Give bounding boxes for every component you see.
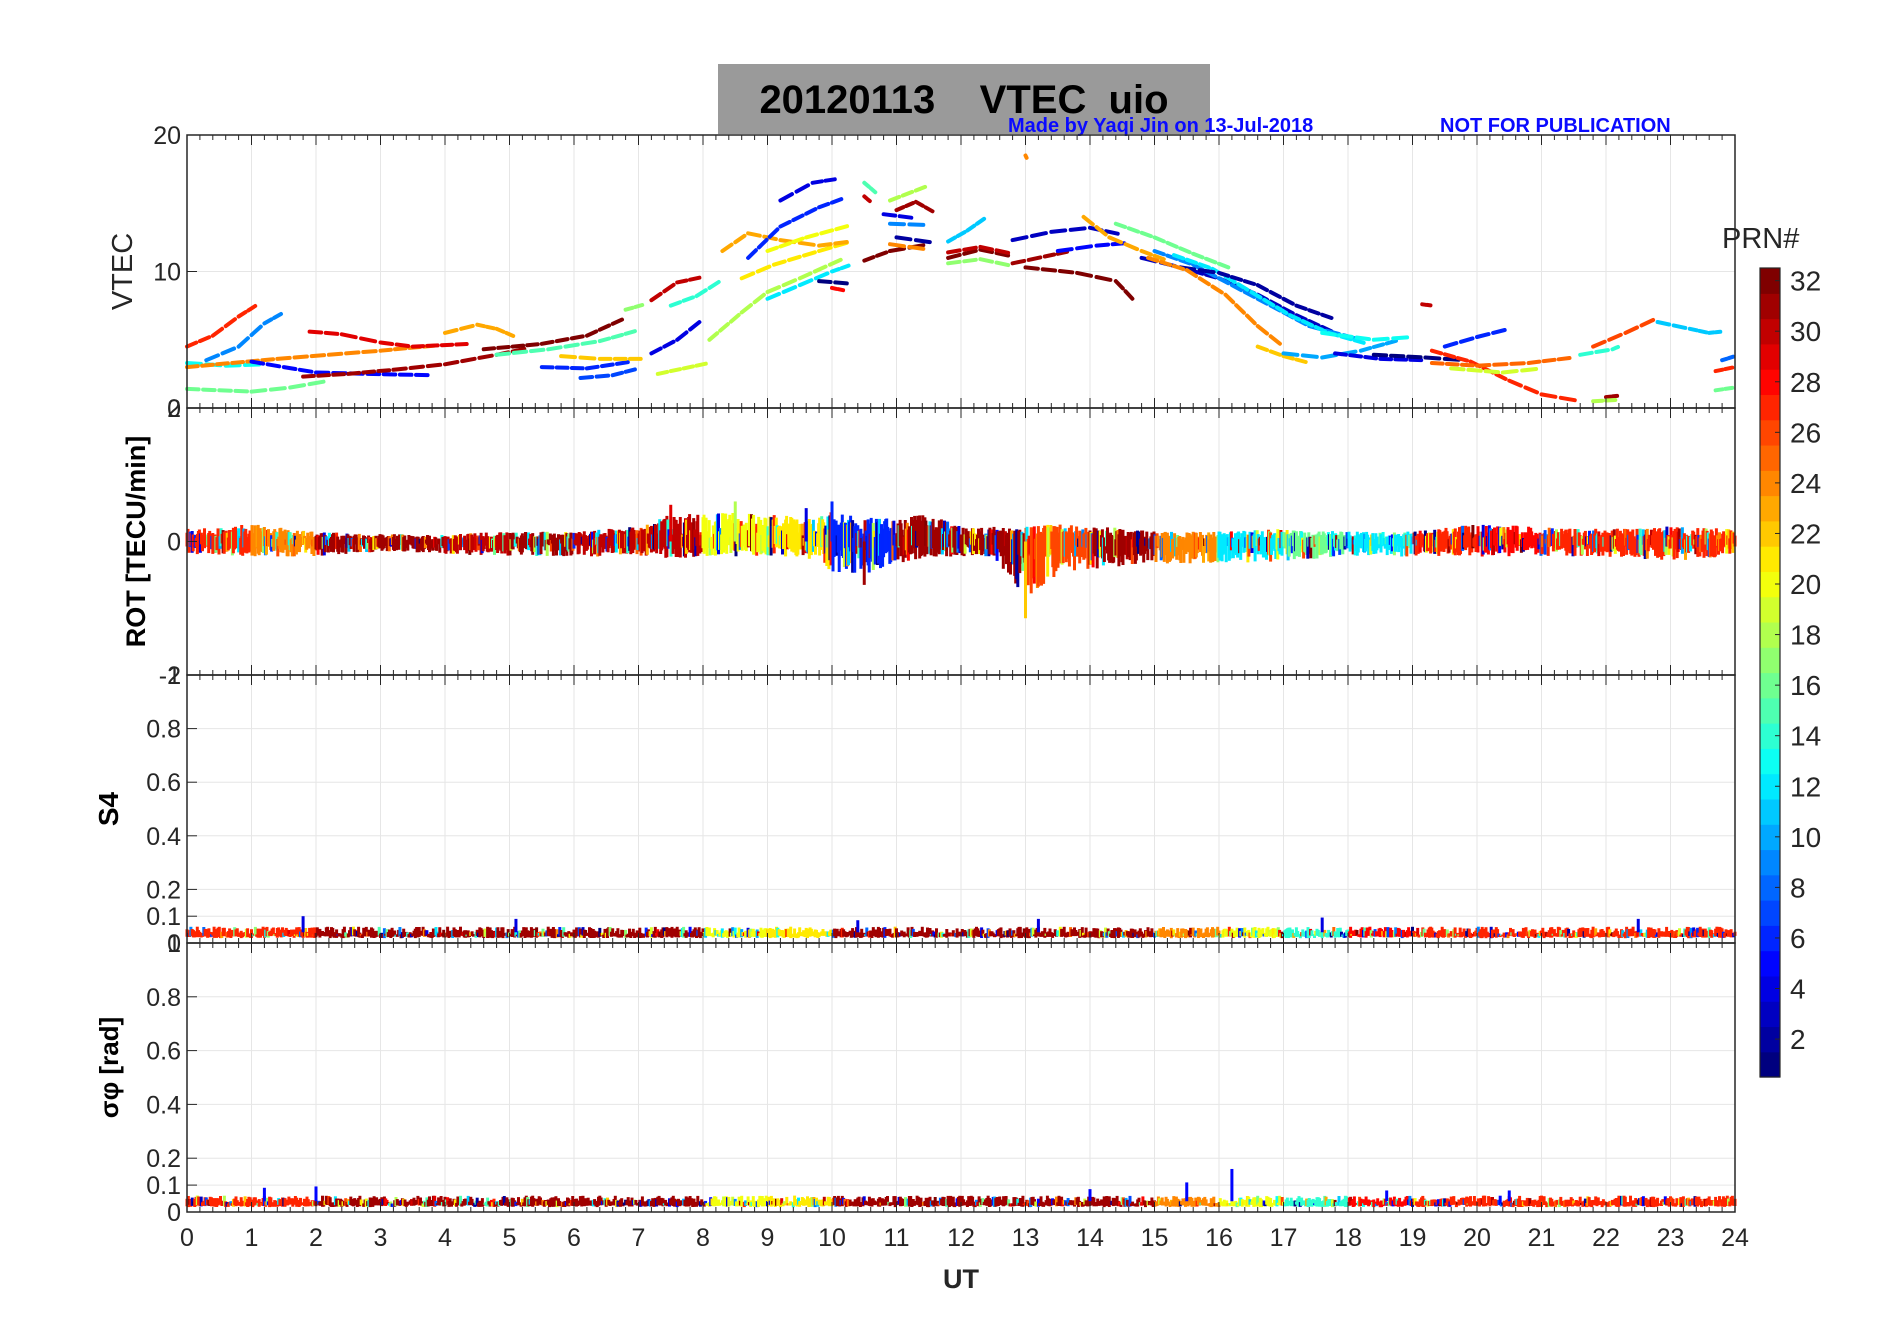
vtec-series-prn-1: [817, 279, 849, 286]
vtec-series-prn-24: [1023, 153, 1029, 160]
y-tick-label: -2: [159, 662, 181, 690]
vtec-series-prn-22: [559, 354, 643, 361]
vtec-series-prn-5: [1055, 241, 1127, 253]
vtec-series-prn-4: [778, 177, 837, 203]
y-tick-label: 0.4: [146, 823, 181, 851]
y-tick-label: 0: [167, 529, 181, 557]
vtec-series-prn-9: [888, 221, 926, 227]
y-axis-label-s4: S4: [93, 791, 124, 826]
vtec-series-prn-24: [888, 242, 926, 251]
vtec-series-prn-26: [1591, 318, 1656, 349]
vtec-series-prn-31: [1010, 249, 1069, 266]
vtec-series-prn-2: [894, 235, 932, 245]
y-axis-label-rot: ROT [TECU/min]: [121, 436, 151, 647]
y-axis-label-vtec: VTEC: [107, 233, 139, 310]
vtec-data: [185, 153, 1736, 404]
vtec-series-prn-16: [1113, 221, 1231, 270]
vtec-series-prn-27: [1713, 365, 1735, 374]
vtec-series-prn-9: [204, 312, 283, 363]
y-tick-label: 10: [153, 259, 181, 287]
vtec-series-prn-15: [862, 180, 878, 195]
sigma-data: [185, 1168, 1737, 1208]
vtec-series-prn-16: [185, 379, 326, 394]
vtec-series-prn-29: [307, 329, 469, 349]
vtec-series-prn-21: [739, 240, 849, 281]
vtec-series-prn-27: [185, 304, 258, 349]
panel-s4: 00.10.2 0.4 0.6 0.8 1 S4: [93, 662, 1737, 958]
y-tick-label: 2: [167, 395, 181, 423]
vtec-series-prn-32: [1023, 265, 1135, 301]
vtec-series-prn-6: [539, 360, 630, 371]
vtec-series-prn-25: [1429, 356, 1572, 368]
vtec-series-prn-23: [1081, 214, 1166, 262]
vtec-series-prn-14: [668, 280, 721, 308]
vtec-series-prn-6: [746, 197, 844, 260]
panel-vtec: 0 10 20 VTEC: [107, 122, 1736, 423]
vtec-series-prn-4: [649, 320, 702, 356]
vtec-series-prn-3: [1010, 225, 1120, 243]
title-box: [718, 64, 1210, 134]
vtec-series-prn-12: [765, 263, 851, 301]
vtec-series-prn-32: [481, 317, 624, 352]
vtec-series-prn-7: [578, 367, 637, 380]
rot-data: [185, 501, 1737, 619]
vtec-series-prn-13: [1320, 330, 1410, 342]
not-for-publication-text: NOT FOR PUBLICATION: [1440, 115, 1671, 137]
vtec-series-prn-24: [185, 343, 437, 370]
s4-data: [185, 916, 1737, 939]
vtec-series-prn-32: [862, 243, 926, 263]
y-tick-label: 20: [153, 122, 181, 150]
vtec-series-prn-31: [894, 199, 935, 214]
vtec-series-prn-11: [946, 216, 987, 244]
figure-title: 20120113 VTEC uio: [759, 77, 1169, 122]
vtec-series-prn-30: [946, 244, 1011, 255]
vtec-series-prn-31: [1604, 393, 1620, 400]
vtec-series-prn-6: [1442, 328, 1507, 349]
vtec-series-prn-18: [888, 184, 928, 203]
vtec-series-prn-1: [1371, 352, 1461, 362]
vtec-series-prn-8: [1720, 354, 1736, 363]
vtec-series-prn-16: [1713, 385, 1735, 393]
vtec-series-prn-18: [707, 257, 843, 342]
y-tick-label: 0.2: [146, 876, 181, 904]
vtec-series-prn-28: [830, 285, 846, 293]
vtec-series-prn-23: [443, 322, 516, 338]
vtec-series-prn-18: [1591, 398, 1618, 404]
vtec-series-prn-22: [1255, 344, 1308, 364]
y-tick-label: 0.1: [146, 903, 181, 931]
vtec-series-prn-30: [1420, 302, 1433, 308]
credit-text: Made by Yaqi Jin on 13-Jul-2018: [1008, 115, 1314, 137]
y-tick-label: 0: [167, 395, 181, 423]
vtec-series-prn-4: [1333, 351, 1424, 363]
vtec-series-prn-17: [946, 257, 1011, 268]
vtec-series-prn-15: [494, 329, 637, 357]
vtec-series-prn-30: [862, 194, 872, 204]
vtec-series-prn-30: [649, 275, 702, 303]
y-tick-label: 0: [167, 930, 181, 958]
vtec-series-prn-20: [765, 224, 850, 253]
y-tick-label: 0.8: [146, 716, 181, 744]
vtec-series-prn-19: [1449, 366, 1539, 375]
y-tick-label: 0.6: [146, 769, 181, 797]
vtec-series-prn-19: [655, 361, 708, 376]
vtec-series-prn-11: [1655, 320, 1723, 335]
vtec-series-prn-32: [946, 247, 1011, 260]
y-tick-label: 1: [167, 662, 181, 690]
vtec-series-prn-14: [1578, 345, 1620, 357]
vtec-series-prn-4: [881, 212, 914, 220]
vtec-series-prn-17: [623, 303, 645, 312]
vtec-series-prn-24: [1146, 255, 1282, 346]
vtec-series-prn-10: [1281, 338, 1398, 360]
